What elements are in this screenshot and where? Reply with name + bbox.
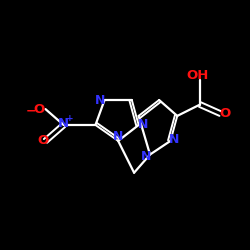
- Text: N: N: [138, 118, 148, 132]
- Text: O: O: [219, 107, 230, 120]
- Text: N: N: [141, 150, 151, 163]
- Text: +: +: [66, 114, 73, 123]
- Text: OH: OH: [186, 69, 209, 82]
- Text: O: O: [34, 102, 45, 116]
- Text: −: −: [26, 104, 36, 118]
- Text: N: N: [113, 130, 123, 143]
- Text: N: N: [169, 132, 180, 145]
- Text: O: O: [37, 134, 48, 147]
- Text: N: N: [58, 117, 69, 130]
- Text: N: N: [95, 94, 106, 106]
